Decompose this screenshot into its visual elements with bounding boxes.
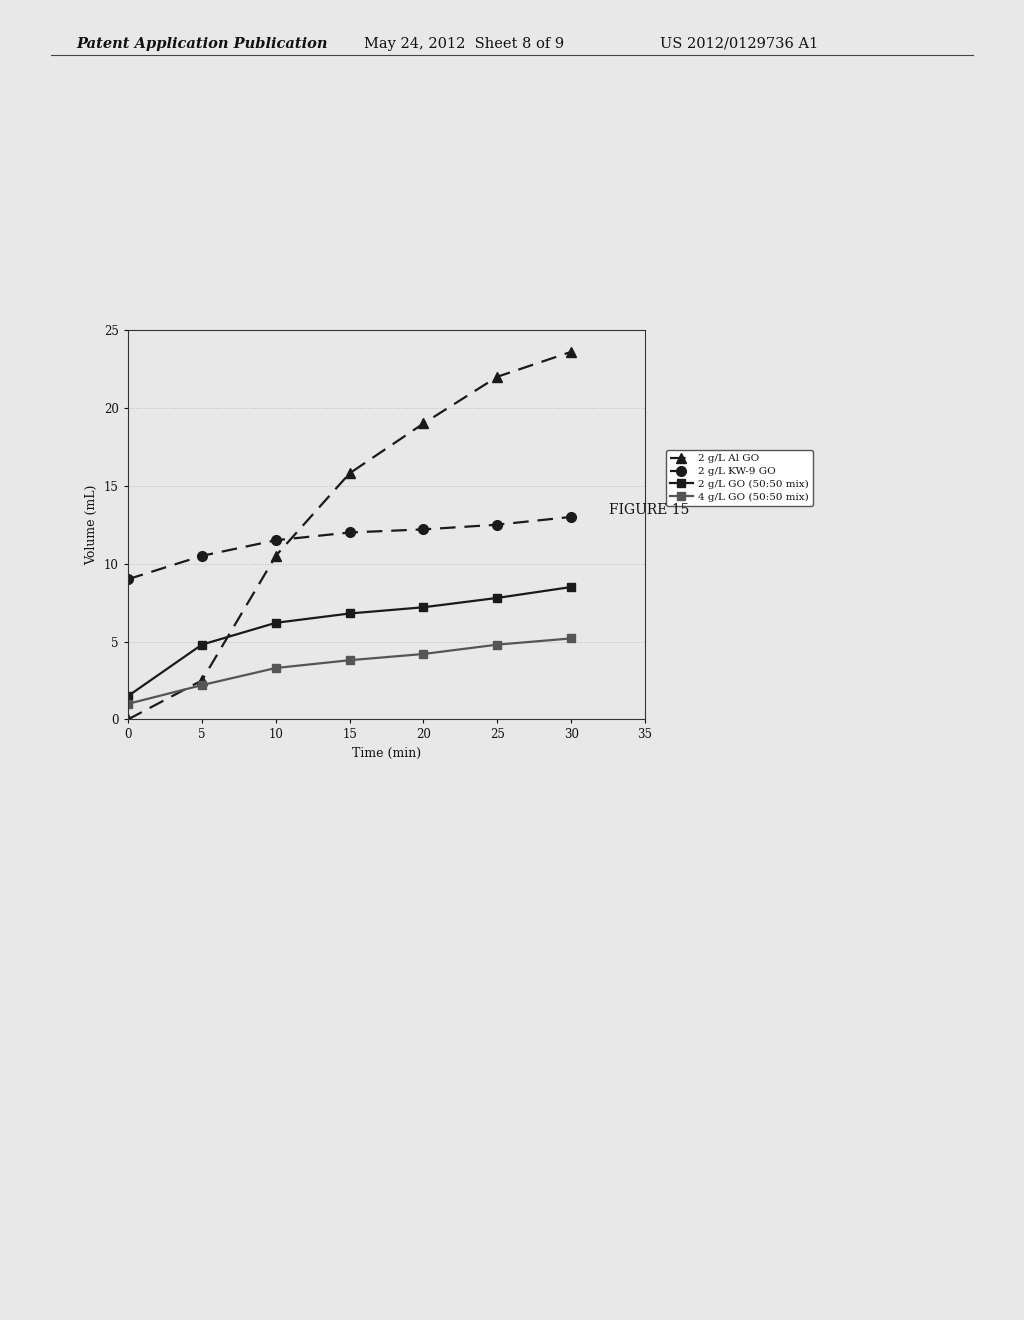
2 g/L Al GO — [122, 711, 134, 727]
Line: 4 g/L GO (50:50 mix): 4 g/L GO (50:50 mix) — [124, 634, 575, 708]
Text: US 2012/0129736 A1: US 2012/0129736 A1 — [660, 37, 819, 51]
4 g/L GO (50:50 mix) — [492, 636, 504, 652]
2 g/L KW-9 GO — [418, 521, 430, 537]
Text: FIGURE 15: FIGURE 15 — [609, 503, 689, 517]
2 g/L KW-9 GO — [343, 524, 355, 540]
4 g/L GO (50:50 mix) — [122, 696, 134, 711]
4 g/L GO (50:50 mix) — [565, 631, 578, 647]
2 g/L KW-9 GO — [565, 510, 578, 525]
2 g/L GO (50:50 mix) — [269, 615, 282, 631]
2 g/L KW-9 GO — [492, 517, 504, 533]
2 g/L GO (50:50 mix) — [492, 590, 504, 606]
2 g/L KW-9 GO — [269, 532, 282, 548]
2 g/L Al GO — [418, 416, 430, 432]
2 g/L GO (50:50 mix) — [343, 606, 355, 622]
Line: 2 g/L KW-9 GO: 2 g/L KW-9 GO — [123, 512, 577, 583]
4 g/L GO (50:50 mix) — [343, 652, 355, 668]
2 g/L Al GO — [196, 673, 208, 689]
Line: 2 g/L Al GO: 2 g/L Al GO — [123, 347, 577, 725]
Y-axis label: Volume (mL): Volume (mL) — [86, 484, 98, 565]
2 g/L GO (50:50 mix) — [565, 579, 578, 595]
4 g/L GO (50:50 mix) — [418, 645, 430, 661]
2 g/L GO (50:50 mix) — [122, 688, 134, 704]
4 g/L GO (50:50 mix) — [269, 660, 282, 676]
Text: Patent Application Publication: Patent Application Publication — [77, 37, 329, 51]
2 g/L Al GO — [269, 548, 282, 564]
2 g/L KW-9 GO — [196, 548, 208, 564]
2 g/L Al GO — [492, 368, 504, 384]
4 g/L GO (50:50 mix) — [196, 677, 208, 693]
2 g/L Al GO — [565, 345, 578, 360]
X-axis label: Time (min): Time (min) — [352, 747, 421, 760]
Legend: 2 g/L Al GO, 2 g/L KW-9 GO, 2 g/L GO (50:50 mix), 4 g/L GO (50:50 mix): 2 g/L Al GO, 2 g/L KW-9 GO, 2 g/L GO (50… — [666, 450, 813, 506]
Line: 2 g/L GO (50:50 mix): 2 g/L GO (50:50 mix) — [124, 583, 575, 700]
2 g/L Al GO — [343, 466, 355, 482]
2 g/L GO (50:50 mix) — [418, 599, 430, 615]
Text: May 24, 2012  Sheet 8 of 9: May 24, 2012 Sheet 8 of 9 — [364, 37, 563, 51]
2 g/L KW-9 GO — [122, 572, 134, 587]
2 g/L GO (50:50 mix) — [196, 636, 208, 652]
